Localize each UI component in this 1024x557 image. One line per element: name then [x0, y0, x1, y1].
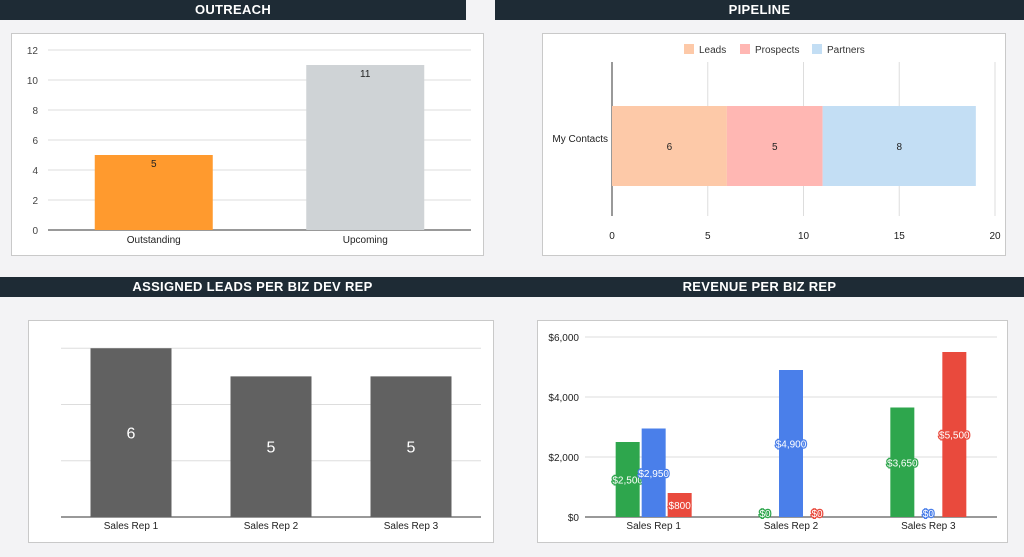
bar-data-label: 6 — [667, 142, 673, 153]
outreach-chart-panel: 0 2 4 6 8 10 12 5 Outstanding 11 Upcoming — [11, 33, 484, 256]
y-tick-label: 4 — [32, 166, 38, 177]
y-tick-label: $6,000 — [548, 333, 579, 344]
legend-label: Prospects — [755, 45, 799, 56]
y-tick-label: $4,000 — [548, 393, 579, 404]
bar-data-label: 5 — [151, 159, 157, 170]
bar — [942, 352, 967, 517]
bar-data-label: $4,900 — [776, 440, 807, 451]
x-tick-label: Upcoming — [343, 235, 388, 246]
bar-data-label: $0 — [759, 509, 771, 520]
assigned-leads-chart-panel: 6 Sales Rep 1 5 Sales Rep 2 5 Sales Rep 3 — [28, 320, 494, 543]
bar — [94, 155, 213, 230]
x-tick-label: 0 — [609, 231, 615, 242]
bar — [230, 376, 312, 517]
bar-data-label: 5 — [267, 440, 276, 457]
x-tick-label: Sales Rep 1 — [104, 521, 159, 532]
y-tick-label: $2,000 — [548, 453, 579, 464]
assigned-leads-chart: 6 Sales Rep 1 5 Sales Rep 2 5 Sales Rep 3 — [61, 347, 481, 532]
legend-swatch — [812, 44, 822, 54]
x-tick-label: 20 — [989, 231, 1001, 242]
bar — [370, 376, 452, 517]
legend-label: Leads — [699, 45, 726, 56]
y-tick-label: 6 — [32, 136, 38, 147]
x-tick-label: Sales Rep 1 — [626, 521, 681, 532]
y-category-label: My Contacts — [552, 134, 608, 145]
assigned-leads-header: ASSIGNED LEADS PER BIZ DEV REP — [0, 277, 505, 297]
bar — [90, 348, 172, 517]
bar-data-label: 8 — [896, 142, 902, 153]
x-tick-label: 5 — [705, 231, 711, 242]
stacked-bar-segment — [612, 106, 727, 186]
legend-swatch — [740, 44, 750, 54]
y-tick-label: 10 — [27, 76, 39, 87]
x-tick-label: 10 — [798, 231, 810, 242]
bar-data-label: $0 — [923, 509, 935, 520]
bar-data-label: $2,500 — [612, 476, 643, 487]
y-tick-label: 2 — [32, 196, 38, 207]
x-tick-label: Outstanding — [127, 235, 181, 246]
bar-data-label: 5 — [407, 440, 416, 457]
bar-data-label: 11 — [360, 69, 371, 80]
bar — [306, 65, 425, 230]
bar-data-label: 6 — [127, 426, 136, 443]
y-tick-label: 12 — [27, 46, 39, 57]
revenue-chart-panel: $0 $2,000 $4,000 $6,000 $2,500 $2,950 $800 Sale… — [537, 320, 1008, 543]
y-tick-label: $0 — [568, 513, 580, 524]
x-tick-label: Sales Rep 2 — [764, 521, 819, 532]
bar-data-label: $800 — [669, 501, 692, 512]
pipeline-header: PIPELINE — [495, 0, 1024, 20]
bar-data-label: $2,950 — [638, 469, 669, 480]
x-tick-label: Sales Rep 2 — [244, 521, 299, 532]
bar-data-label: 5 — [772, 142, 778, 153]
bar — [890, 407, 915, 517]
bar-data-label: $5,500 — [939, 431, 970, 442]
bar — [641, 428, 666, 517]
bar — [667, 493, 692, 517]
bar — [779, 370, 803, 517]
x-tick-label: 15 — [894, 231, 906, 242]
x-tick-label: Sales Rep 3 — [901, 521, 956, 532]
x-tick-label: Sales Rep 3 — [384, 521, 439, 532]
pipeline-chart-panel: 0 5 10 15 20 Leads Prospects Partners 6 5 8 My Cont… — [542, 33, 1006, 256]
outreach-chart: 0 2 4 6 8 10 12 5 Outstanding 11 Upcoming — [27, 46, 471, 246]
bar-data-label: $3,650 — [887, 458, 918, 469]
outreach-header: OUTREACH — [0, 0, 466, 20]
revenue-chart: $0 $2,000 $4,000 $6,000 $2,500$2,950 $800 Sale… — [548, 333, 997, 532]
legend-swatch — [684, 44, 694, 54]
y-tick-label: 0 — [32, 226, 38, 237]
bar-data-label: $0 — [811, 509, 823, 520]
pipeline-chart: 0 5 10 15 20 Leads Prospects Partners 6 5 8 My Cont… — [552, 44, 1001, 242]
legend-label: Partners — [827, 45, 865, 56]
revenue-header: REVENUE PER BIZ REP — [495, 277, 1024, 297]
y-tick-label: 8 — [32, 106, 38, 117]
bar — [615, 442, 640, 517]
stacked-bar-segment — [726, 106, 823, 186]
stacked-bar-segment — [822, 106, 976, 186]
